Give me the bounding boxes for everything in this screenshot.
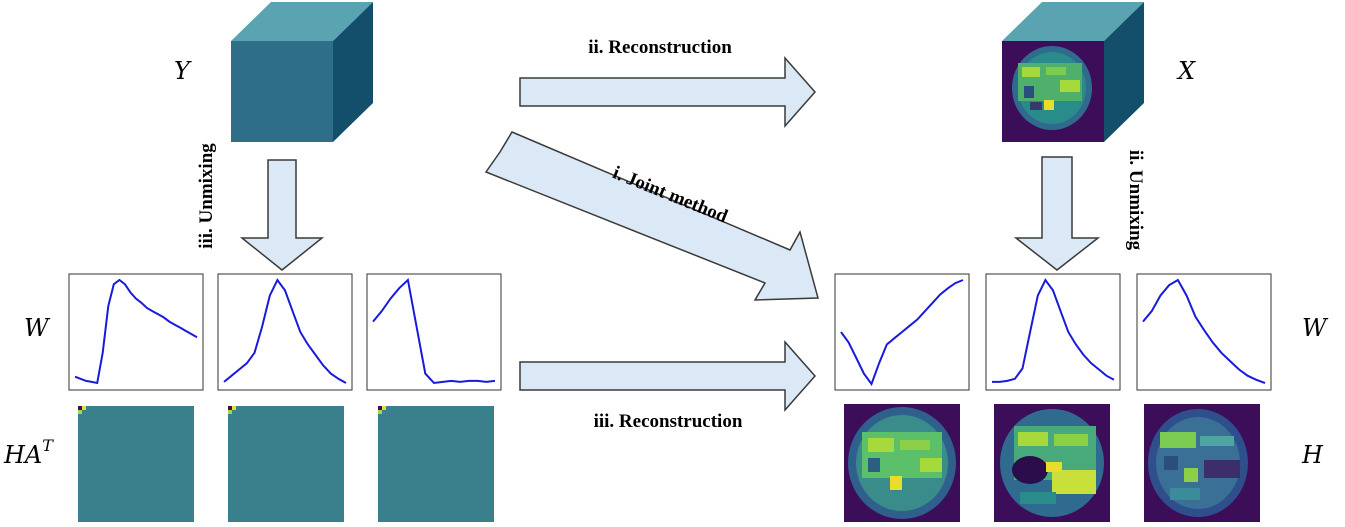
label-w-right: W (1302, 314, 1329, 342)
label-h: H (1301, 441, 1324, 469)
cube-x (1002, 2, 1144, 142)
left-spectrum-3 (366, 273, 502, 391)
label-top-reconstruction: ii. Reconstruction (588, 37, 732, 58)
label-left-unmixing: iii. Unmixing (196, 143, 217, 249)
label-bottom-reconstruction: iii. Reconstruction (594, 411, 743, 432)
left-map-2 (228, 406, 344, 522)
label-y: Y (174, 57, 192, 85)
right-spectrum-2 (985, 273, 1121, 391)
right-map-3 (1144, 404, 1260, 522)
arrow-right-unmixing (1013, 156, 1101, 271)
right-map-1 (844, 404, 960, 522)
right-spectrum-3 (1136, 273, 1272, 391)
left-spectrum-2 (217, 273, 353, 391)
right-map-2 (994, 404, 1110, 522)
arrow-joint-method (484, 131, 819, 301)
left-map-1 (78, 406, 194, 522)
left-spectrum-1 (68, 273, 204, 391)
label-w-left: W (24, 314, 51, 342)
arrow-left-unmixing (239, 159, 325, 271)
right-spectrum-1 (834, 273, 970, 391)
cube-y (231, 2, 373, 142)
arrow-bottom-reconstruction (519, 340, 817, 412)
label-x: X (1176, 57, 1196, 85)
left-map-3 (378, 406, 494, 522)
arrow-top-reconstruction (519, 56, 817, 128)
label-right-unmixing: ii. Unmixing (1125, 150, 1146, 251)
label-ha: HAT (3, 436, 54, 469)
